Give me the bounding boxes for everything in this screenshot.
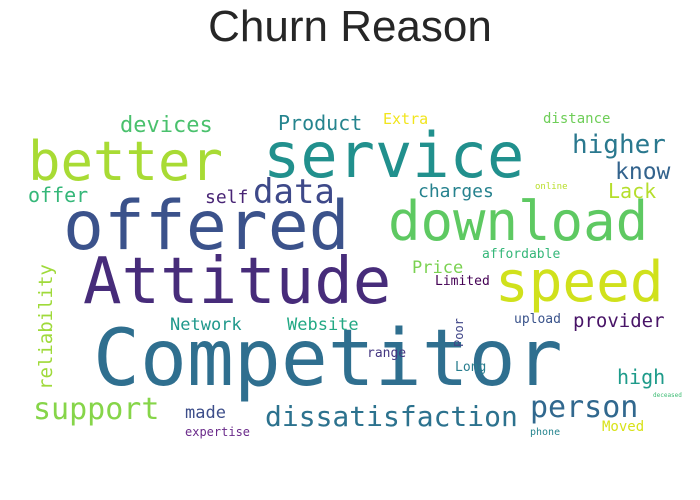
word-made: made [185, 403, 226, 423]
word-high: high [617, 365, 666, 389]
word-competitor: Competitor [93, 314, 563, 404]
word-know: know [615, 159, 671, 185]
word-upload: upload [514, 312, 561, 327]
word-offered: offered [63, 187, 350, 266]
word-higher: higher [572, 130, 666, 160]
word-cloud: Competitor Attitude offered service bett… [25, 95, 682, 450]
chart-title: Churn Reason [208, 2, 492, 51]
word-lack: Lack [608, 179, 657, 203]
word-affordable: affordable [482, 247, 561, 262]
word-data: data [253, 172, 335, 212]
word-service: service [263, 119, 525, 192]
word-support: support [33, 392, 160, 427]
word-attitude: Attitude [83, 245, 392, 319]
word-provider: provider [573, 310, 665, 332]
word-product: Product [278, 111, 363, 135]
word-extra: Extra [383, 110, 429, 128]
word-offer: offer [28, 183, 89, 207]
word-better: better [28, 130, 224, 193]
word-deceased: deceased [653, 392, 682, 399]
word-moved: Moved [602, 419, 645, 435]
word-self: self [205, 187, 249, 208]
word-poor: Poor [452, 318, 466, 347]
word-online: online [535, 182, 568, 192]
word-reliability: reliability [35, 264, 57, 390]
word-charges: charges [418, 181, 494, 202]
word-price: Price [412, 258, 464, 278]
word-website: Website [287, 315, 359, 335]
word-person: person [530, 390, 639, 425]
word-dissatisfaction: dissatisfaction [265, 400, 518, 433]
word-devices: devices [120, 113, 213, 138]
word-speed: speed [495, 250, 664, 315]
word-network: Network [170, 315, 242, 335]
word-download: download [388, 190, 649, 253]
word-expertise: expertise [185, 425, 251, 439]
word-long: Long [455, 360, 487, 375]
word-limited: Limited [435, 274, 490, 289]
word-distance: distance [543, 111, 611, 127]
word-phone: phone [530, 427, 561, 438]
word-range: range [367, 346, 407, 361]
